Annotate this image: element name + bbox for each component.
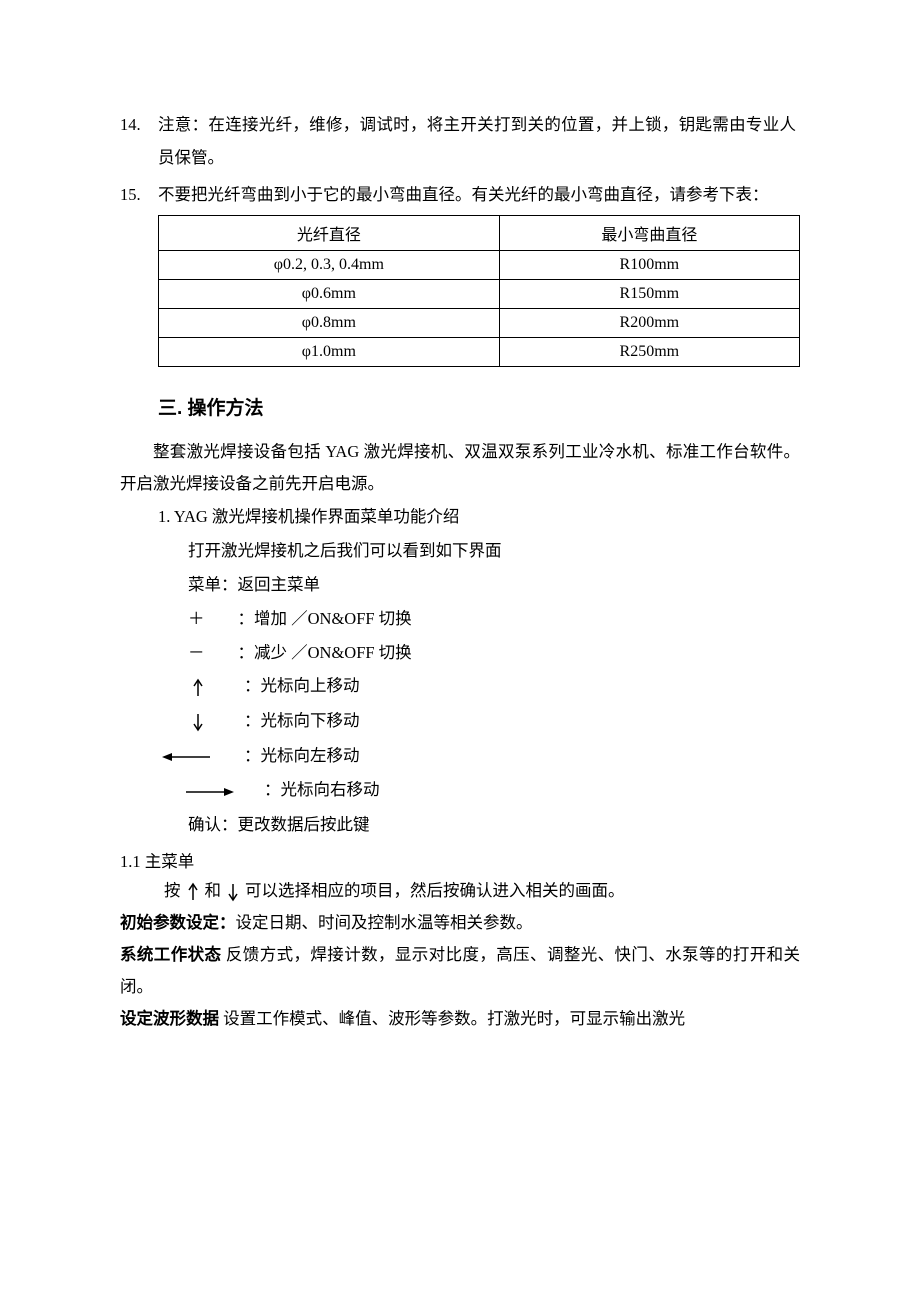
def-initial-params: 初始参数设定：设定日期、时间及控制水温等相关参数。 bbox=[120, 907, 800, 939]
button-key-minus: － ： bbox=[188, 643, 254, 662]
table-cell: φ0.8mm bbox=[159, 309, 500, 338]
list-text: 不要把光纤弯曲到小于它的最小弯曲直径。有关光纤的最小弯曲直径，请参考下表： bbox=[158, 178, 796, 211]
table-row: φ0.8mm R200mm bbox=[159, 309, 800, 338]
button-desc-up: ：光标向上移动 bbox=[244, 669, 360, 704]
table-cell: R150mm bbox=[499, 280, 799, 309]
def-label: 系统工作状态 bbox=[120, 946, 221, 964]
list-number: 15. bbox=[120, 178, 158, 211]
sub1-title: YAG 激光焊接机操作界面菜单功能介绍 bbox=[174, 507, 460, 526]
table-cell: φ1.0mm bbox=[159, 338, 500, 367]
sub1-number: 1. bbox=[158, 507, 170, 526]
button-minus-row: － ：减少 ／ON&OFF 切换 bbox=[188, 636, 800, 670]
table-header-row: 光纤直径 最小弯曲直径 bbox=[159, 216, 800, 251]
button-desc-plus: 增加 ／ON&OFF 切换 bbox=[254, 609, 412, 628]
def-label: 初始参数设定： bbox=[120, 914, 236, 932]
button-key-plus: ＋ ： bbox=[188, 609, 254, 628]
list-text: 注意：在连接光纤，维修，调试时，将主开关打到关的位置，并上锁，钥匙需由专业人员保… bbox=[158, 108, 796, 174]
button-desc-confirm: 更改数据后按此键 bbox=[238, 815, 370, 834]
arrow-down-icon bbox=[224, 880, 242, 900]
nav-text-c: 可以选择相应的项目，然后按确认进入相关的画面。 bbox=[245, 874, 625, 907]
nav-text-a: 按 bbox=[164, 874, 181, 907]
def-label: 设定波形数据 bbox=[120, 1010, 219, 1028]
section-3-sub1: 1. YAG 激光焊接机操作界面菜单功能介绍 打开激光焊接机之后我们可以看到如下… bbox=[158, 500, 800, 841]
button-confirm-row: 确认：更改数据后按此键 bbox=[188, 808, 800, 842]
arrow-down-icon bbox=[188, 704, 244, 739]
list-item-15: 15.不要把光纤弯曲到小于它的最小弯曲直径。有关光纤的最小弯曲直径，请参考下表： bbox=[120, 178, 800, 211]
table-row: φ1.0mm R250mm bbox=[159, 338, 800, 367]
def-text: 设置工作模式、峰值、波形等参数。打激光时，可显示输出激光 bbox=[219, 1009, 685, 1028]
fiber-bend-table: 光纤直径 最小弯曲直径 φ0.2, 0.3, 0.4mm R100mm φ0.6… bbox=[158, 215, 800, 367]
section-3-title: 三. 操作方法 bbox=[158, 393, 800, 420]
list-number: 14. bbox=[120, 108, 158, 141]
def-system-status: 系统工作状态 反馈方式，焊接计数，显示对比度，高压、调整光、快门、水泵等的打开和… bbox=[120, 939, 800, 1003]
button-desc-minus: 减少 ／ON&OFF 切换 bbox=[254, 643, 412, 662]
subsection-1-1-title: 1.1 主菜单 bbox=[120, 848, 800, 872]
table-row: φ0.6mm R150mm bbox=[159, 280, 800, 309]
table-cell: R200mm bbox=[499, 309, 799, 338]
table-cell: R250mm bbox=[499, 338, 799, 367]
button-key-confirm: 确认： bbox=[188, 815, 238, 834]
button-right-row: ：光标向右移动 bbox=[188, 773, 800, 808]
def-text: 设定日期、时间及控制水温等相关参数。 bbox=[236, 913, 533, 932]
button-key-menu: 菜单： bbox=[188, 575, 238, 594]
button-desc-down: ：光标向下移动 bbox=[244, 704, 360, 739]
button-left-row: ：光标向左移动 bbox=[188, 739, 800, 774]
table-header-cell: 最小弯曲直径 bbox=[499, 216, 799, 251]
button-desc-left: ：光标向左移动 bbox=[244, 739, 360, 774]
button-plus-row: ＋ ：增加 ／ON&OFF 切换 bbox=[188, 602, 800, 636]
table-row: φ0.2, 0.3, 0.4mm R100mm bbox=[159, 251, 800, 280]
arrow-up-icon bbox=[184, 880, 202, 900]
document-page: 14.注意：在连接光纤，维修，调试时，将主开关打到关的位置，并上锁，钥匙需由专业… bbox=[0, 0, 920, 1302]
section-3-intro: 整套激光焊接设备包括 YAG 激光焊接机、双温双泵系列工业冷水机、标准工作台软件… bbox=[120, 436, 800, 500]
table-header-cell: 光纤直径 bbox=[159, 216, 500, 251]
table-cell: φ0.6mm bbox=[159, 280, 500, 309]
arrow-up-icon bbox=[188, 669, 244, 704]
table-cell: φ0.2, 0.3, 0.4mm bbox=[159, 251, 500, 280]
arrow-right-icon bbox=[180, 773, 264, 808]
def-text: 反馈方式，焊接计数，显示对比度，高压、调整光、快门、水泵等的打开和关闭。 bbox=[120, 945, 800, 996]
button-desc-right: ：光标向右移动 bbox=[264, 773, 380, 808]
button-menu-row: 菜单：返回主菜单 bbox=[188, 568, 800, 602]
button-desc-menu: 返回主菜单 bbox=[238, 575, 321, 594]
button-up-row: ：光标向上移动 bbox=[188, 669, 800, 704]
button-down-row: ：光标向下移动 bbox=[188, 704, 800, 739]
main-menu-navigation: 按 和 可以选择相应的项目，然后按确认进入相关的画面。 bbox=[164, 874, 800, 907]
nav-text-b: 和 bbox=[205, 874, 222, 907]
table-cell: R100mm bbox=[499, 251, 799, 280]
list-item-14: 14.注意：在连接光纤，维修，调试时，将主开关打到关的位置，并上锁，钥匙需由专业… bbox=[120, 108, 800, 174]
sub1-title-row: 1. YAG 激光焊接机操作界面菜单功能介绍 bbox=[158, 500, 800, 534]
def-waveform-data: 设定波形数据 设置工作模式、峰值、波形等参数。打激光时，可显示输出激光 bbox=[120, 1003, 800, 1035]
sub1-line1: 打开激光焊接机之后我们可以看到如下界面 bbox=[188, 534, 800, 568]
arrow-left-icon bbox=[160, 739, 244, 774]
